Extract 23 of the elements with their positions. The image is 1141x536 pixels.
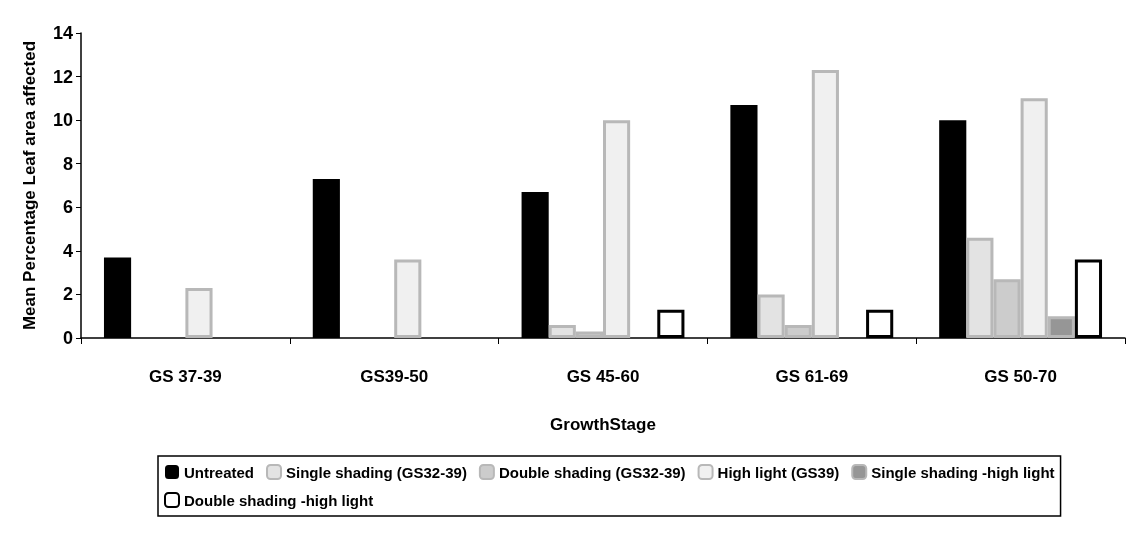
x-tick-label: GS 45-60	[566, 367, 640, 386]
legend-label: Single shading (GS32-39)	[286, 463, 467, 481]
y-axis-title: Mean Percentage Leaf area affected	[19, 40, 39, 331]
bar	[185, 287, 213, 338]
y-tick-label: 2	[62, 284, 73, 305]
x-tick-label: GS 50-70	[984, 367, 1057, 386]
y-tick-label: 8	[62, 153, 73, 174]
legend-label: Single shading -high light	[871, 463, 1055, 481]
x-tick-label: GS 61-69	[775, 367, 849, 386]
y-tick-label: 6	[62, 197, 73, 218]
y-tick-label: 0	[62, 328, 73, 348]
y-tick-label: 4	[62, 240, 73, 261]
y-tick-label: 12	[52, 66, 73, 87]
legend-label: Untreated	[184, 463, 255, 481]
legend-label: Double shading -high light	[184, 491, 374, 509]
y-tick-label: 10	[52, 110, 73, 131]
x-tick-label: GS39-50	[360, 367, 429, 386]
x-axis-title: GrowthStage	[550, 415, 656, 434]
legend-label: High light (GS39)	[717, 463, 840, 481]
x-tick-label: GS 37-39	[149, 367, 222, 386]
bar	[394, 259, 422, 338]
legend-label: Double shading (GS32-39)	[498, 463, 686, 481]
y-tick-label: 14	[52, 23, 73, 43]
